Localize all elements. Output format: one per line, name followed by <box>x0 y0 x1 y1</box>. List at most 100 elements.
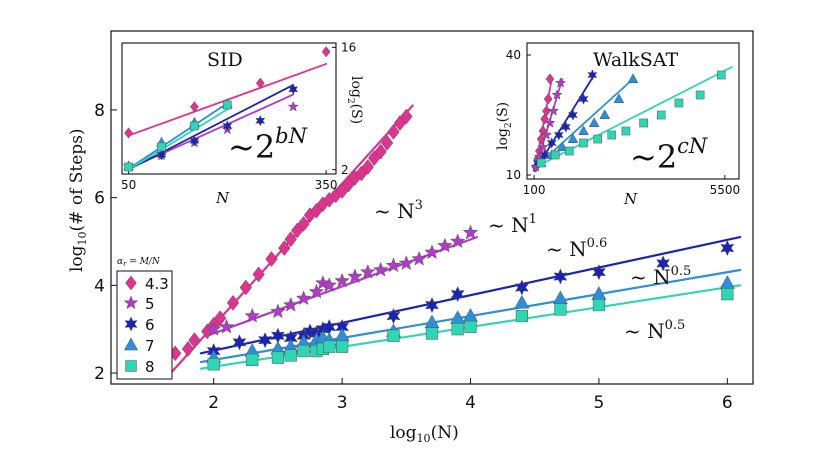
inset_walksat-y-tick-label-0: 10 <box>506 168 521 182</box>
inset_walksat-point-0-7 <box>543 93 553 105</box>
main-point-4-15 <box>592 298 606 312</box>
inset_sid-point-0-0 <box>124 127 133 139</box>
inset_sid-point-2-2 <box>189 134 200 147</box>
inset-sid-formula: ~2bN <box>228 124 308 166</box>
main-point-2-13 <box>450 285 465 303</box>
inset-walksat-y-label: log2(S) <box>495 102 514 150</box>
inset_sid-point-2-4 <box>255 114 266 127</box>
inset_walksat-point-3-3 <box>567 133 579 143</box>
legend: αr = M/N 4.3 5 6 7 8 <box>116 257 173 380</box>
inset_sid-point-2-1 <box>156 148 167 161</box>
main-point-0-11 <box>284 231 297 248</box>
inset-sid-title: SID <box>207 49 243 71</box>
main-data-points <box>169 108 735 371</box>
main-x-tick-label-3: 5 <box>594 393 605 413</box>
inset_sid-point-0-1 <box>190 101 199 113</box>
main-point-4-4 <box>297 345 310 358</box>
main-point-1-10 <box>347 268 363 284</box>
main-point-4-10 <box>425 327 439 340</box>
main-point-2-18 <box>720 239 735 257</box>
inset_walksat-point-4-11 <box>717 70 726 80</box>
main-point-4-16 <box>721 288 734 301</box>
inset_walksat-point-1-7 <box>554 77 567 88</box>
main-point-2-15 <box>553 268 568 285</box>
inset-sid-x-label: N <box>215 189 230 207</box>
annotation-n06: ~ N0.6 <box>546 236 607 261</box>
inset_walksat-point-2-4 <box>560 121 571 133</box>
inset_walksat-point-3-5 <box>588 117 600 127</box>
inset_sid-point-4-2 <box>190 121 199 131</box>
inset_sid-point-1-4 <box>287 100 299 112</box>
inset_walksat-point-4-6 <box>621 126 631 136</box>
inset_sid-point-4-0 <box>124 162 133 172</box>
main-point-0-6 <box>226 294 240 311</box>
annotation-n05-upper: ~ N0.5 <box>630 264 691 289</box>
inset_walksat-point-4-5 <box>607 130 617 140</box>
main-point-1-18 <box>449 233 466 249</box>
inset_walksat-point-4-8 <box>656 110 666 120</box>
main-x-tick-label-2: 4 <box>465 393 476 413</box>
inset_sid-point-2-5 <box>288 83 299 96</box>
main-y-tick-label-0: 2 <box>94 364 105 384</box>
legend-label-5: 5 <box>145 295 155 313</box>
main-point-1-19 <box>462 224 479 240</box>
inset_walksat-x-tick-label-1: 5500 <box>710 183 741 197</box>
legend-marker-1 <box>123 295 139 310</box>
inset_sid-point-2-3 <box>222 120 233 132</box>
main-x-axis-label: log10(N) <box>390 423 459 445</box>
main-plot-frame <box>110 30 754 385</box>
inset_sid-y-tick-label-1: 16 <box>341 41 356 55</box>
main-point-1-3 <box>270 303 286 319</box>
inset_walksat-point-4-1 <box>550 150 560 160</box>
main-point-2-12 <box>424 296 440 314</box>
main-point-3-13 <box>514 294 530 309</box>
inset_sid-fit-line-2 <box>127 84 295 171</box>
inset_sid-point-0-3 <box>321 46 331 58</box>
main-point-0-25 <box>374 143 387 160</box>
main-point-0-29 <box>400 108 413 125</box>
inset_walksat-y-tick-label-1: 40 <box>506 48 521 62</box>
legend-marker-3 <box>123 337 139 351</box>
inset_walksat-point-0-8 <box>545 73 555 85</box>
main-point-1-11 <box>359 263 376 279</box>
main-point-4-3 <box>284 349 297 362</box>
inset-sid-y-label: log2(S) <box>345 76 364 124</box>
legend-label-7: 7 <box>145 337 155 355</box>
legend-marker-4 <box>125 360 137 372</box>
inset_walksat-point-4-0 <box>536 158 546 168</box>
inset_walksat-point-3-2 <box>556 141 568 151</box>
legend-marker-2 <box>124 316 138 332</box>
main-point-1-9 <box>334 272 350 288</box>
main-point-2-1 <box>232 334 247 351</box>
main-point-4-7 <box>323 340 336 353</box>
main-y-tick-label-1: 4 <box>94 276 105 296</box>
annotation-n1: ~ N1 <box>488 212 537 237</box>
inset_sid-point-0-2 <box>255 77 265 89</box>
inset_walksat-point-3-8 <box>627 73 639 83</box>
main-point-0-26 <box>380 134 394 151</box>
main-point-1-1 <box>218 318 235 334</box>
inset_walksat-point-3-7 <box>613 93 625 103</box>
main-point-1-13 <box>385 257 402 273</box>
main-point-3-14 <box>552 290 568 305</box>
inset_walksat-point-4-4 <box>593 134 602 144</box>
inset-walksat-title: WalkSAT <box>593 49 678 71</box>
main-point-2-16 <box>591 264 606 281</box>
inset_walksat-point-2-6 <box>578 93 589 105</box>
main-point-1-14 <box>398 255 415 271</box>
inset_sid-x-tick-label-0: 50 <box>121 178 136 192</box>
main-point-0-5 <box>213 310 227 327</box>
main-point-1-17 <box>437 237 453 253</box>
main-point-1-12 <box>372 261 389 277</box>
legend-marker-0 <box>125 275 137 291</box>
main-point-1-4 <box>282 296 299 312</box>
inset_walksat-point-4-9 <box>674 98 684 108</box>
main-point-0-10 <box>278 240 291 256</box>
main-point-1-15 <box>411 250 427 266</box>
main-point-1-6 <box>308 283 325 299</box>
main-point-4-9 <box>387 329 400 342</box>
main-x-tick-label-1: 3 <box>337 393 348 413</box>
inset-walksat-frame <box>526 42 740 180</box>
